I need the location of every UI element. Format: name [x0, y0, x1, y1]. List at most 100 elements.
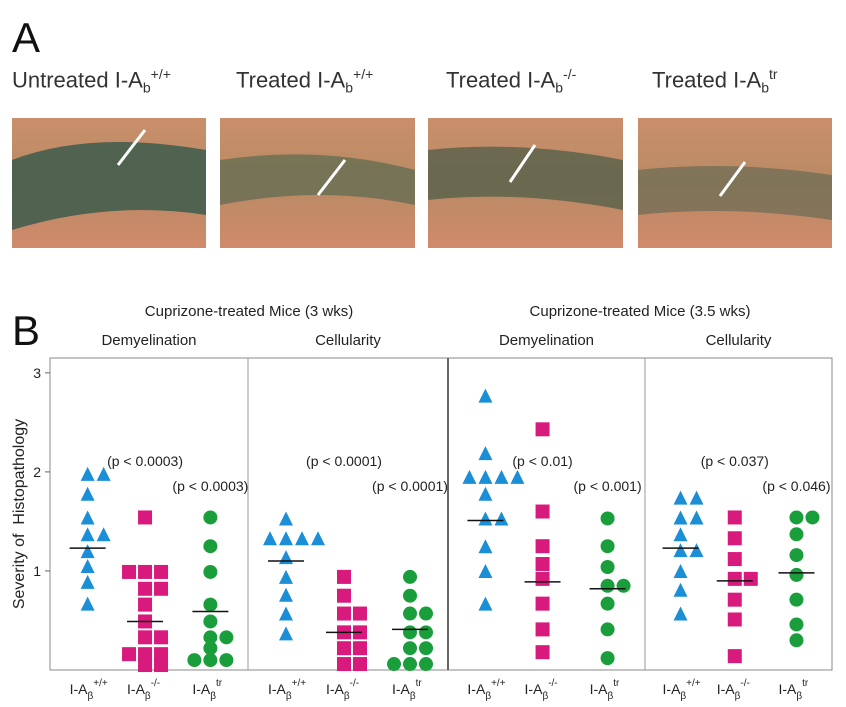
point: [353, 607, 367, 621]
point: [97, 527, 111, 541]
point: [81, 487, 95, 501]
point: [601, 539, 615, 553]
point: [279, 550, 293, 564]
subplot-title: Cellularity: [706, 332, 772, 349]
point: [279, 570, 293, 584]
point: [311, 531, 325, 545]
label-sup: +/+: [491, 678, 506, 689]
point: [728, 510, 742, 524]
x-tick-label: I-Aβ+/+: [663, 678, 701, 702]
point: [805, 510, 819, 524]
point: [690, 543, 704, 557]
p-value: (p < 0.01): [512, 453, 572, 469]
x-tick-label: I-Aβ-/-: [127, 678, 160, 702]
point: [728, 531, 742, 545]
p-value: (p < 0.0001): [306, 453, 382, 469]
point: [478, 539, 492, 553]
label-sub: β: [680, 691, 686, 702]
x-tick-label: I-Aβ+/+: [467, 678, 505, 702]
label-sup: -/-: [151, 678, 160, 689]
point: [674, 510, 688, 524]
p-value: (p < 0.046): [762, 478, 830, 494]
point: [279, 511, 293, 525]
label-sup: -/-: [350, 678, 359, 689]
label-sub: β: [286, 691, 292, 702]
point: [536, 597, 550, 611]
point: [154, 582, 168, 596]
label-base: I-A: [192, 681, 211, 697]
x-tick-label: I-Aβ-/-: [326, 678, 359, 702]
label-sup: +/+: [292, 678, 307, 689]
point: [419, 625, 433, 639]
point: [789, 510, 803, 524]
label-sub: β: [145, 691, 151, 702]
point: [138, 510, 152, 524]
point: [536, 422, 550, 436]
label-sup: tr: [613, 678, 620, 689]
point: [387, 657, 401, 671]
label-base: I-A: [778, 681, 797, 697]
point: [279, 607, 293, 621]
point: [674, 583, 688, 597]
point: [403, 570, 417, 584]
point: [601, 597, 615, 611]
point: [478, 389, 492, 403]
point: [81, 597, 95, 611]
point: [536, 572, 550, 586]
point: [462, 470, 476, 484]
point: [536, 505, 550, 519]
point: [219, 630, 233, 644]
point: [295, 531, 309, 545]
point: [81, 467, 95, 481]
label-sup: -/-: [740, 678, 749, 689]
label-base: I-A: [717, 681, 736, 697]
label-base: I-A: [467, 681, 486, 697]
point: [789, 617, 803, 631]
x-tick-label: I-Aβtr: [778, 678, 808, 702]
point: [789, 633, 803, 647]
point: [337, 570, 351, 584]
point: [403, 607, 417, 621]
y-axis-label: Severity of Histopathology: [11, 419, 28, 609]
group-title: Cuprizone-treated Mice (3.5 wks): [530, 303, 751, 320]
point: [203, 653, 217, 667]
label-sub: β: [542, 691, 548, 702]
p-value: (p < 0.001): [574, 478, 642, 494]
point: [122, 647, 136, 661]
point: [81, 510, 95, 524]
point: [617, 579, 631, 593]
plot-frame: [50, 358, 832, 670]
point: [601, 622, 615, 636]
label-sup: tr: [216, 678, 223, 689]
point: [203, 614, 217, 628]
point: [494, 470, 508, 484]
point: [337, 657, 351, 671]
x-tick-label: I-Aβ -/-: [717, 678, 750, 702]
point: [203, 598, 217, 612]
label-sub: β: [735, 691, 741, 702]
point: [728, 572, 742, 586]
point: [154, 658, 168, 672]
p-value: (p < 0.0003): [172, 478, 248, 494]
point: [478, 487, 492, 501]
label-sub: β: [344, 691, 350, 702]
micrograph: [428, 118, 623, 248]
label-base: I-A: [70, 681, 89, 697]
label-sup: +/+: [686, 678, 701, 689]
point: [536, 622, 550, 636]
point: [478, 470, 492, 484]
page: Untreated I-Ab+/+ Treated I-Ab+/+ Treate…: [0, 0, 846, 707]
label-base: I-A: [326, 681, 345, 697]
point: [138, 582, 152, 596]
point: [728, 593, 742, 607]
point: [419, 657, 433, 671]
label-base: I-A: [392, 681, 411, 697]
point: [728, 612, 742, 626]
point: [81, 575, 95, 589]
point: [154, 630, 168, 644]
label-sub: β: [210, 691, 216, 702]
point: [536, 645, 550, 659]
label-sup: +/+: [93, 678, 108, 689]
point: [138, 598, 152, 612]
point: [789, 548, 803, 562]
